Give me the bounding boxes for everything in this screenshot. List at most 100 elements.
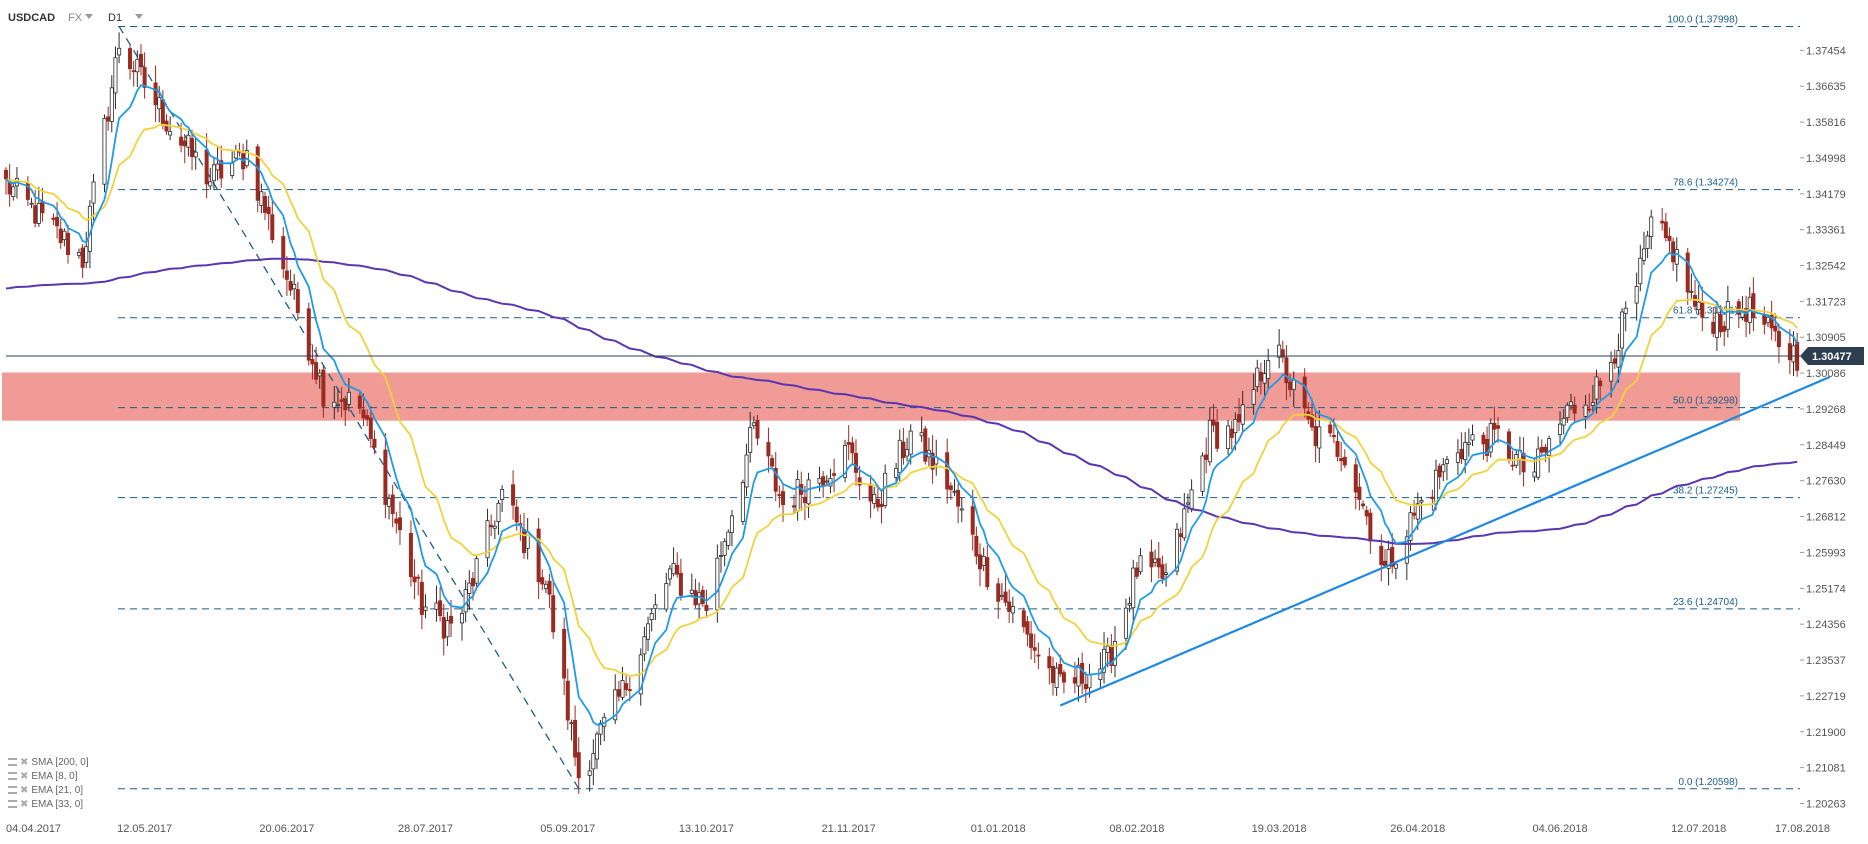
fib-level-label: 23.6 (1.24704) <box>1673 597 1738 608</box>
candle-body <box>11 186 16 198</box>
candle-body <box>33 205 38 224</box>
fib-level-label: 50.0 (1.29298) <box>1673 396 1738 407</box>
candle-body <box>1138 555 1143 573</box>
candle-body <box>781 491 786 506</box>
market-chevron-down-icon[interactable] <box>85 14 93 19</box>
candle-body <box>970 506 975 535</box>
candle-body <box>1025 621 1030 635</box>
candle-body <box>1590 402 1595 406</box>
candle-body <box>1357 486 1362 500</box>
candle-body <box>543 583 548 589</box>
candle-body <box>1532 471 1537 478</box>
candle-body <box>80 247 85 268</box>
candle-body <box>1568 401 1573 407</box>
candle-body <box>678 572 683 596</box>
x-tick-label: 21.11.2017 <box>822 823 876 835</box>
legend-item-ema21[interactable]: ✖ EMA [21, 0] <box>8 784 89 798</box>
candle-body <box>1521 453 1526 473</box>
candle-body <box>496 502 501 522</box>
candle-body <box>795 479 800 512</box>
candle-body <box>1029 633 1034 648</box>
candle-body <box>168 131 173 136</box>
timeframe-chevron-down-icon[interactable] <box>135 14 143 19</box>
candle-body <box>613 689 618 721</box>
candle-body <box>1671 241 1676 263</box>
y-tick-label: 1.24356 <box>1806 619 1846 631</box>
candle-body <box>868 483 873 502</box>
candle-body <box>791 505 796 508</box>
candle-body <box>390 494 395 515</box>
candle-body <box>1419 500 1424 503</box>
symbol-label[interactable]: USDCAD <box>8 12 56 24</box>
candle-body <box>215 163 220 171</box>
legend-item-ema33[interactable]: ✖ EMA [33, 0] <box>8 798 89 812</box>
legend-label: SMA [200, 0] <box>31 757 89 768</box>
candle-body <box>306 308 311 361</box>
candle-body <box>715 557 720 611</box>
close-icon[interactable]: ✖ <box>20 771 29 782</box>
candle-body <box>627 689 632 691</box>
candle-body <box>1339 458 1344 462</box>
candle-body <box>492 525 497 529</box>
candle-body <box>974 535 979 557</box>
timeframe-label[interactable]: D1 <box>108 12 123 24</box>
candle-body <box>565 680 570 721</box>
legend-item-sma200[interactable]: ✖ SMA [200, 0] <box>8 756 89 770</box>
candle-body <box>1751 293 1756 318</box>
candle-body <box>157 97 162 110</box>
candle-body <box>1641 248 1646 261</box>
x-tick-label: 20.06.2017 <box>259 823 314 835</box>
candle-body <box>4 169 9 180</box>
candle-body <box>1156 558 1161 568</box>
candle-body <box>1003 591 1008 603</box>
x-tick-label: 26.04.2018 <box>1390 823 1445 835</box>
candle-body <box>317 372 322 377</box>
candle-body <box>106 116 111 122</box>
candle-body <box>1160 564 1165 579</box>
candle-body <box>1466 442 1471 446</box>
x-tick-label: 28.07.2017 <box>398 823 453 835</box>
candle-body <box>1561 417 1566 426</box>
candle-body <box>1718 313 1723 333</box>
candle-body <box>1007 601 1012 612</box>
candle-body <box>1430 496 1435 500</box>
candle-body <box>1226 425 1231 450</box>
candle-body <box>449 615 454 624</box>
candle-body <box>321 369 326 407</box>
candle-body <box>343 398 348 411</box>
candle-body <box>1459 449 1464 460</box>
candle-body <box>113 57 118 94</box>
candle-body <box>314 362 319 380</box>
candle-body <box>981 556 986 566</box>
candle-body <box>434 602 439 610</box>
candle-body <box>1309 414 1314 428</box>
candle-body <box>1102 648 1107 673</box>
candle-body <box>587 770 592 776</box>
candle-body <box>689 589 694 594</box>
legend-item-ema8[interactable]: ✖ EMA [8, 0] <box>8 770 89 784</box>
candle-body <box>770 458 775 467</box>
y-tick-label: 1.28449 <box>1806 440 1846 452</box>
x-tick-label: 12.05.2017 <box>117 823 172 835</box>
candle-body <box>1379 545 1384 566</box>
close-icon[interactable]: ✖ <box>20 785 29 796</box>
fib-level-label: 100.0 (1.37998) <box>1667 14 1738 25</box>
candle-body <box>576 752 581 779</box>
list-icon <box>8 772 17 781</box>
ema-21-line <box>5 123 1798 678</box>
close-icon[interactable]: ✖ <box>20 799 29 810</box>
candle-body <box>930 452 935 470</box>
candle-body <box>55 216 60 227</box>
candle-body <box>726 531 731 546</box>
x-tick-label: 12.07.2018 <box>1671 823 1726 835</box>
close-icon[interactable]: ✖ <box>20 757 29 768</box>
candle-body <box>1153 558 1158 563</box>
candle-body <box>1262 373 1267 384</box>
candle-body <box>824 480 829 483</box>
candle-body <box>339 399 344 402</box>
candle-body <box>624 683 629 690</box>
candle-body <box>1762 314 1767 325</box>
candle-body <box>1277 344 1282 358</box>
candle-body <box>387 498 392 507</box>
